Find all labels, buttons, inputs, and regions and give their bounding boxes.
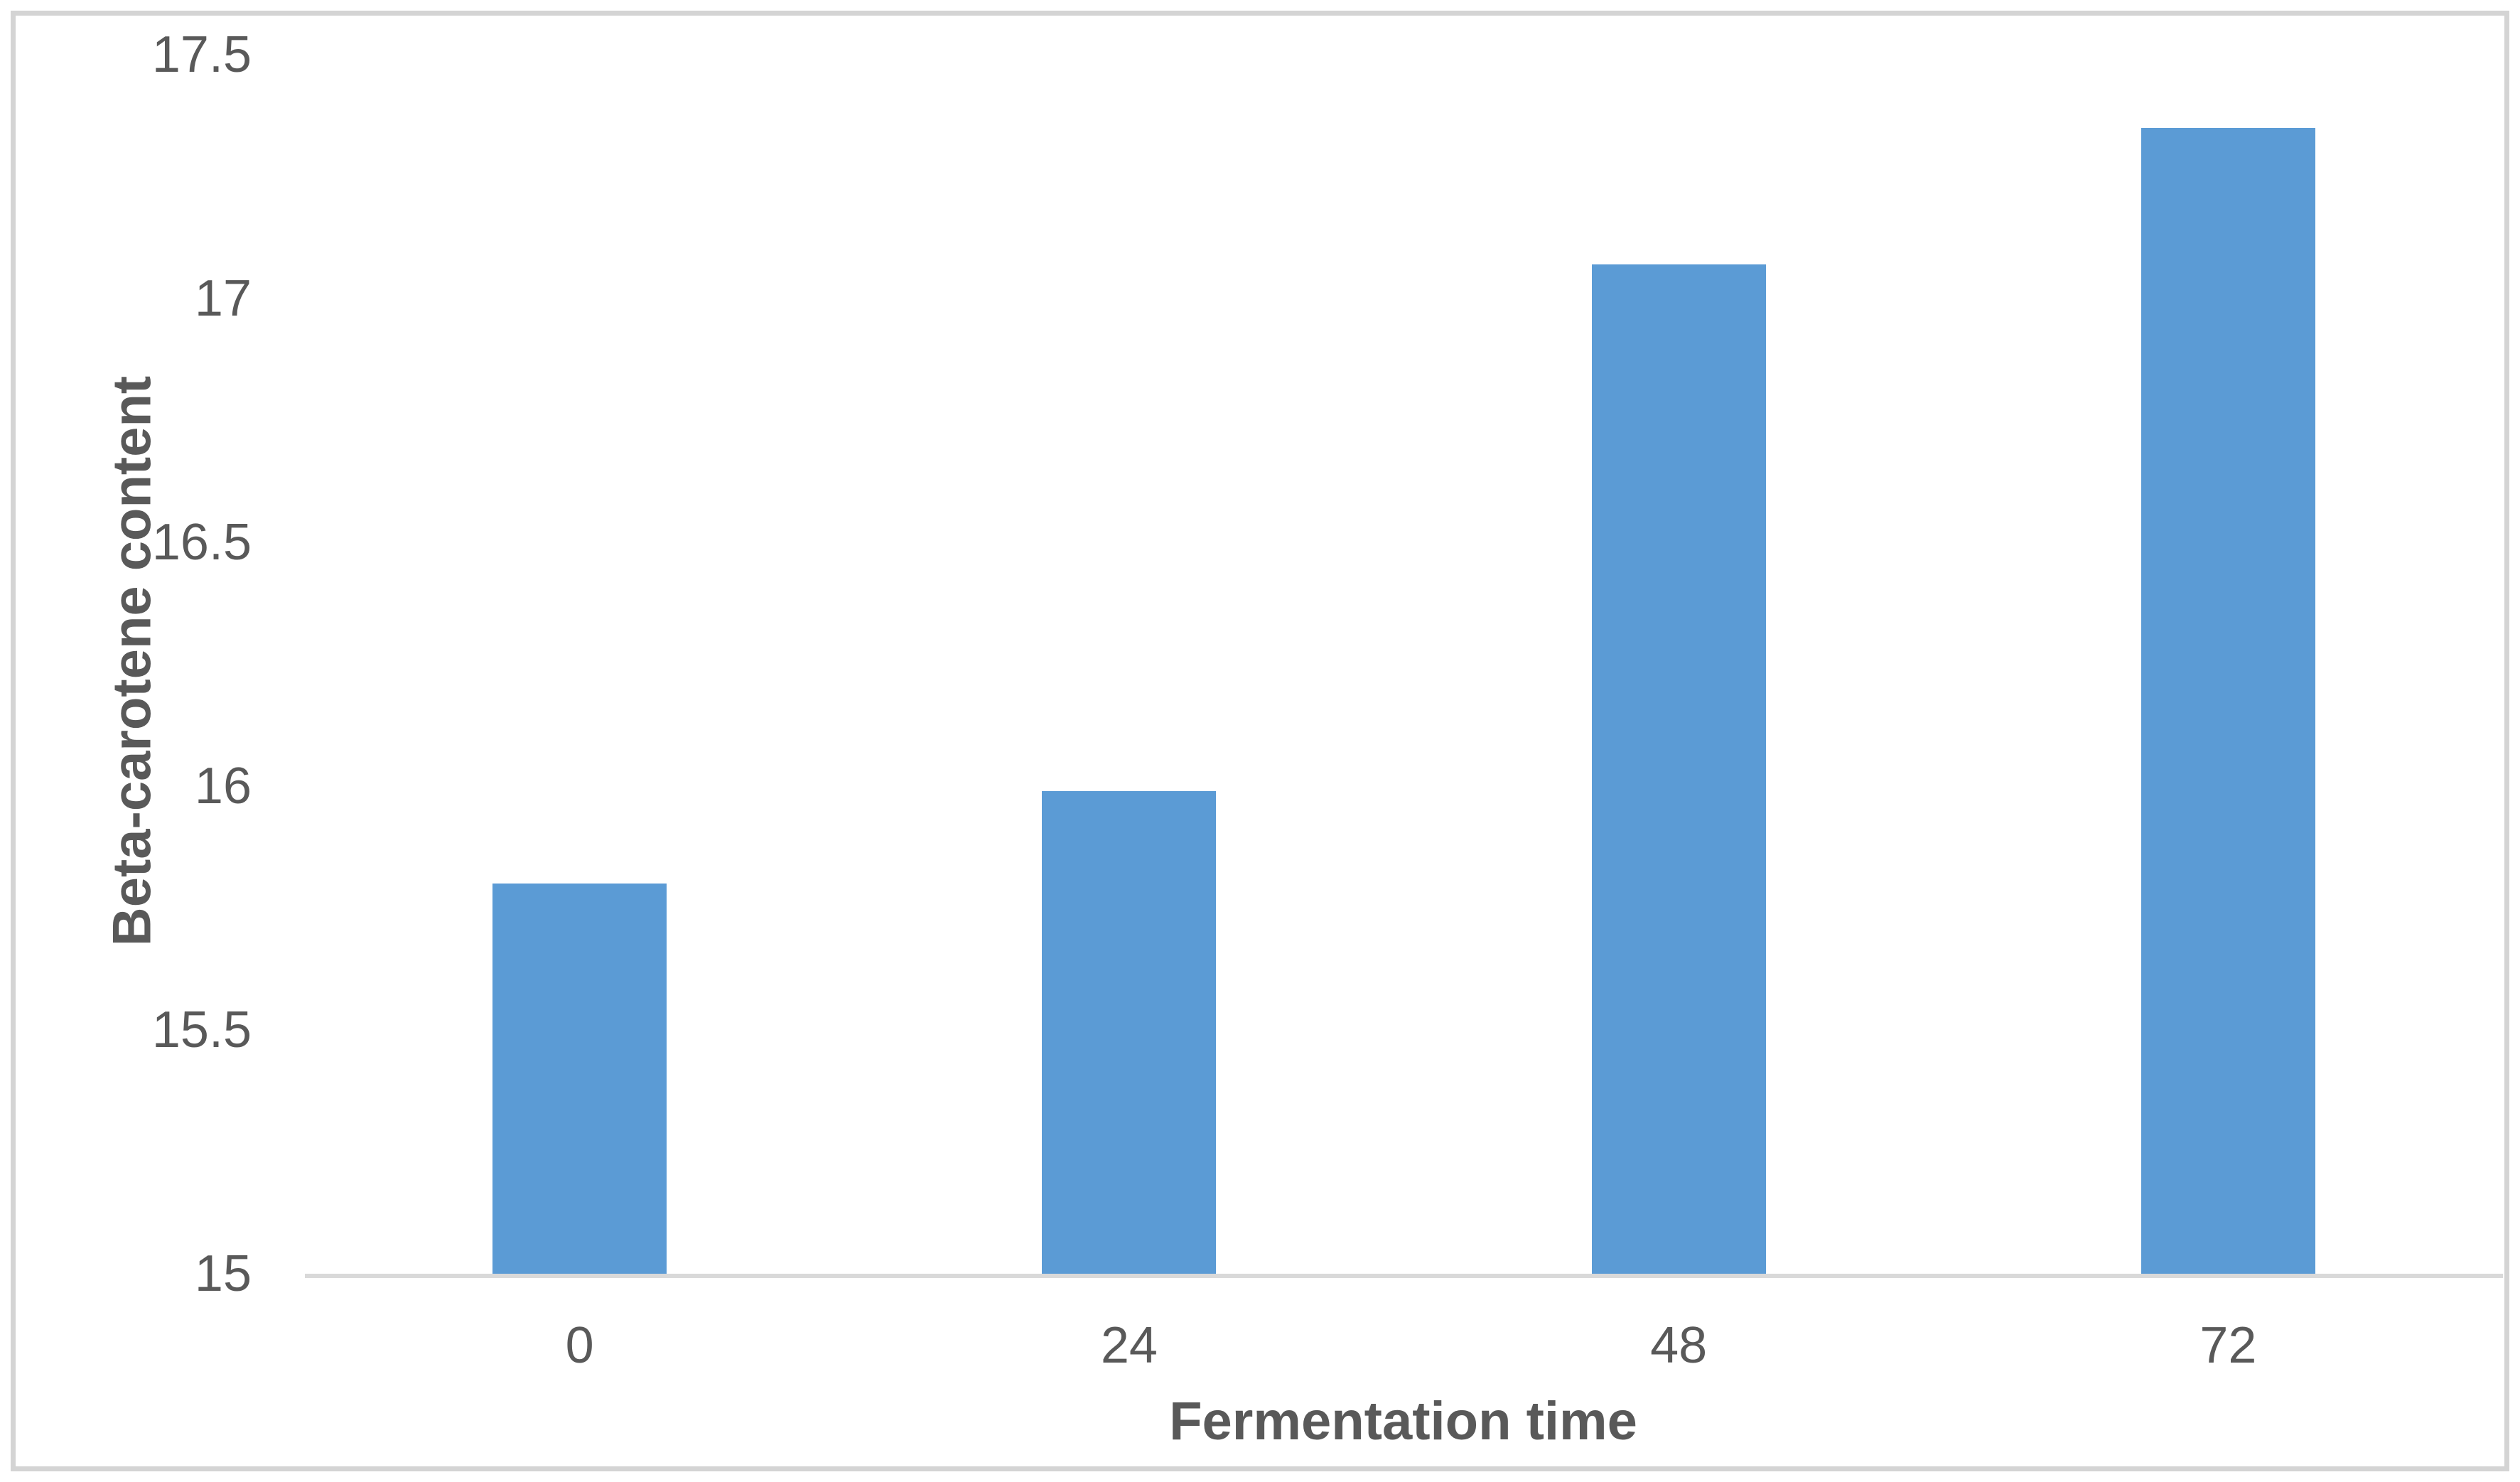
x-axis-line — [305, 1274, 2503, 1278]
y-tick-label: 15 — [194, 1245, 252, 1302]
y-tick-label: 16 — [194, 758, 252, 815]
y-tick-label: 17 — [194, 270, 252, 327]
bar-24 — [1042, 790, 1217, 1274]
y-tick-label: 16.5 — [151, 514, 252, 571]
y-tick-label: 17.5 — [151, 26, 252, 83]
x-tick-label: 24 — [1100, 1317, 1158, 1374]
bar-48 — [1591, 264, 1766, 1274]
x-tick-label: 72 — [2199, 1317, 2257, 1374]
bar-0 — [492, 884, 667, 1274]
x-tick-label: 48 — [1650, 1317, 1708, 1374]
y-tick-label: 15.5 — [151, 1002, 252, 1058]
x-tick-label: 0 — [565, 1317, 594, 1374]
bar-72 — [2141, 127, 2315, 1274]
x-axis-title: Fermentation time — [1169, 1391, 1637, 1451]
figure-border — [11, 11, 2509, 1471]
